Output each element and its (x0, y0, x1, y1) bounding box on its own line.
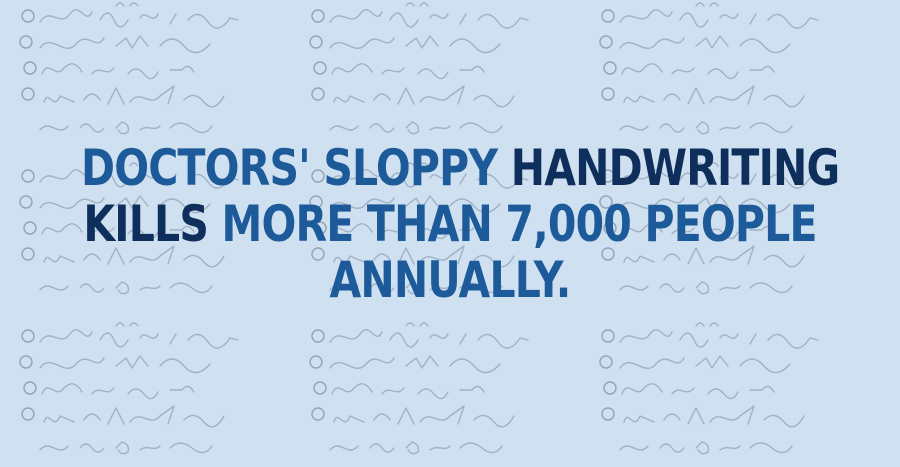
headline-line-2-part-2: MORE THAN 7,000 PEOPLE (221, 195, 818, 253)
headline-line-1-part-1: DOCTORS' SLOPPY (81, 139, 498, 197)
headline-line-2: KILLS MORE THAN 7,000 PEOPLE (81, 196, 819, 252)
headline-line-2-part-1: KILLS (83, 195, 209, 253)
headline-line-3-part-1: ANNUALLY. (329, 251, 571, 309)
headline-line-3: ANNUALLY. (81, 252, 819, 308)
headline-line-1: DOCTORS' SLOPPY HANDWRITING (81, 139, 840, 197)
headline: DOCTORS' SLOPPY HANDWRITING KILLS MORE T… (81, 139, 840, 308)
headline-line-1-part-2: HANDWRITING (510, 139, 840, 197)
